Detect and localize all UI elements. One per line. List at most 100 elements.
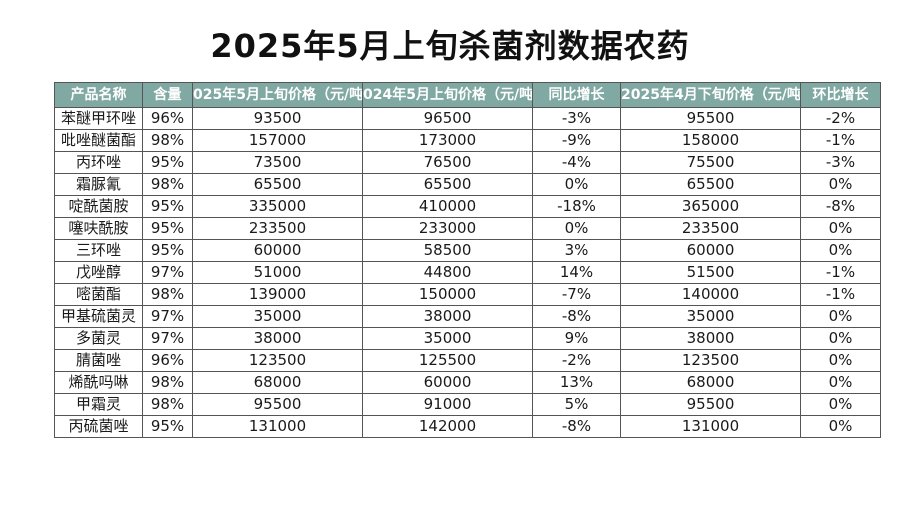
table-cell: 35000 [192, 305, 363, 328]
table-cell: 131000 [192, 415, 363, 438]
column-header: 含量 [142, 82, 193, 108]
table-body: 苯醚甲环唑 96% 93500 96500 -3% 95500 -2% 吡唑醚菌酯 98% 157… [54, 107, 881, 438]
table-row: 啶酰菌胺 95% 335000 410000 -18% 365000 -8% [54, 195, 881, 218]
table-cell: 157000 [192, 129, 363, 152]
table-cell: 0% [800, 415, 881, 438]
table-cell: 35000 [620, 305, 801, 328]
table-cell: 95% [142, 217, 193, 240]
table-cell: 13% [532, 371, 621, 394]
column-header: 2025年4月下旬价格（元/吨） [620, 82, 801, 108]
table-cell: 233500 [192, 217, 363, 240]
product-name-cell: 啶酰菌胺 [54, 195, 143, 218]
table-cell: 0% [800, 349, 881, 372]
table-cell: 58500 [362, 239, 533, 262]
table-cell: 96500 [362, 107, 533, 130]
table-cell: 158000 [620, 129, 801, 152]
table-cell: 97% [142, 261, 193, 284]
table-cell: -1% [800, 129, 881, 152]
table-cell: 5% [532, 393, 621, 416]
table-cell: 60000 [620, 239, 801, 262]
header-row: 产品名称 含量 025年5月上旬价格（元/吨 024年5月上旬价格（元/吨 同比增长 20… [54, 82, 881, 108]
table-cell: -4% [532, 151, 621, 174]
table-cell: 98% [142, 283, 193, 306]
table-cell: 95% [142, 239, 193, 262]
table-cell: 68000 [620, 371, 801, 394]
table-cell: -3% [532, 107, 621, 130]
column-header: 025年5月上旬价格（元/吨 [192, 82, 363, 108]
table-cell: 44800 [362, 261, 533, 284]
table-cell: 233000 [362, 217, 533, 240]
table-cell: 98% [142, 371, 193, 394]
table-cell: 76500 [362, 151, 533, 174]
table-row: 腈菌唑 96% 123500 125500 -2% 123500 0% [54, 349, 881, 372]
table-cell: -8% [532, 305, 621, 328]
table-cell: 68000 [192, 371, 363, 394]
table-cell: 97% [142, 327, 193, 350]
table-cell: 38000 [620, 327, 801, 350]
product-name-cell: 霜脲氰 [54, 173, 143, 196]
table-cell: 95% [142, 151, 193, 174]
table-cell: -8% [800, 195, 881, 218]
table-row: 霜脲氰 98% 65500 65500 0% 65500 0% [54, 173, 881, 196]
table-cell: 139000 [192, 283, 363, 306]
table-row: 甲基硫菌灵 97% 35000 38000 -8% 35000 0% [54, 305, 881, 328]
table-row: 烯酰吗啉 98% 68000 60000 13% 68000 0% [54, 371, 881, 394]
product-name-cell: 腈菌唑 [54, 349, 143, 372]
table-cell: -2% [800, 107, 881, 130]
table-row: 丙硫菌唑 95% 131000 142000 -8% 131000 0% [54, 415, 881, 438]
column-header: 环比增长 [800, 82, 881, 108]
table-cell: 142000 [362, 415, 533, 438]
table-cell: 91000 [362, 393, 533, 416]
table-cell: 73500 [192, 151, 363, 174]
table-cell: 38000 [362, 305, 533, 328]
table-row: 吡唑醚菌酯 98% 157000 173000 -9% 158000 -1% [54, 129, 881, 152]
table-cell: 95% [142, 195, 193, 218]
product-name-cell: 吡唑醚菌酯 [54, 129, 143, 152]
table-row: 噻呋酰胺 95% 233500 233000 0% 233500 0% [54, 217, 881, 240]
product-name-cell: 三环唑 [54, 239, 143, 262]
product-name-cell: 嘧菌酯 [54, 283, 143, 306]
table-cell: 0% [800, 173, 881, 196]
table-cell: 97% [142, 305, 193, 328]
table-cell: 173000 [362, 129, 533, 152]
table-cell: 0% [800, 217, 881, 240]
table-cell: 51500 [620, 261, 801, 284]
column-header: 产品名称 [54, 82, 143, 108]
table-cell: 98% [142, 393, 193, 416]
table-cell: 410000 [362, 195, 533, 218]
product-name-cell: 苯醚甲环唑 [54, 107, 143, 130]
table-cell: 0% [532, 173, 621, 196]
table-row: 嘧菌酯 98% 139000 150000 -7% 140000 -1% [54, 283, 881, 306]
table-cell: 233500 [620, 217, 801, 240]
table-cell: 65500 [362, 173, 533, 196]
table-cell: 98% [142, 173, 193, 196]
table-cell: -1% [800, 261, 881, 284]
table-row: 三环唑 95% 60000 58500 3% 60000 0% [54, 239, 881, 262]
table-row: 戊唑醇 97% 51000 44800 14% 51500 -1% [54, 261, 881, 284]
table-cell: 0% [800, 327, 881, 350]
table-cell: 35000 [362, 327, 533, 350]
table-cell: 95500 [620, 393, 801, 416]
table-cell: 131000 [620, 415, 801, 438]
table-cell: -1% [800, 283, 881, 306]
table-cell: 123500 [192, 349, 363, 372]
column-header: 024年5月上旬价格（元/吨 [362, 82, 533, 108]
table-cell: 38000 [192, 327, 363, 350]
table-cell: 9% [532, 327, 621, 350]
table-cell: 65500 [620, 173, 801, 196]
table-row: 多菌灵 97% 38000 35000 9% 38000 0% [54, 327, 881, 350]
price-table: 产品名称 含量 025年5月上旬价格（元/吨 024年5月上旬价格（元/吨 同比增长 20… [54, 82, 881, 438]
table-cell: -8% [532, 415, 621, 438]
column-header: 同比增长 [532, 82, 621, 108]
table-cell: 365000 [620, 195, 801, 218]
table-cell: 335000 [192, 195, 363, 218]
table-cell: 0% [800, 393, 881, 416]
table-cell: 0% [532, 217, 621, 240]
product-name-cell: 丙环唑 [54, 151, 143, 174]
table-row: 甲霜灵 98% 95500 91000 5% 95500 0% [54, 393, 881, 416]
table-cell: 14% [532, 261, 621, 284]
table-cell: 96% [142, 107, 193, 130]
product-name-cell: 甲基硫菌灵 [54, 305, 143, 328]
table-cell: 95% [142, 415, 193, 438]
table-cell: 95500 [620, 107, 801, 130]
